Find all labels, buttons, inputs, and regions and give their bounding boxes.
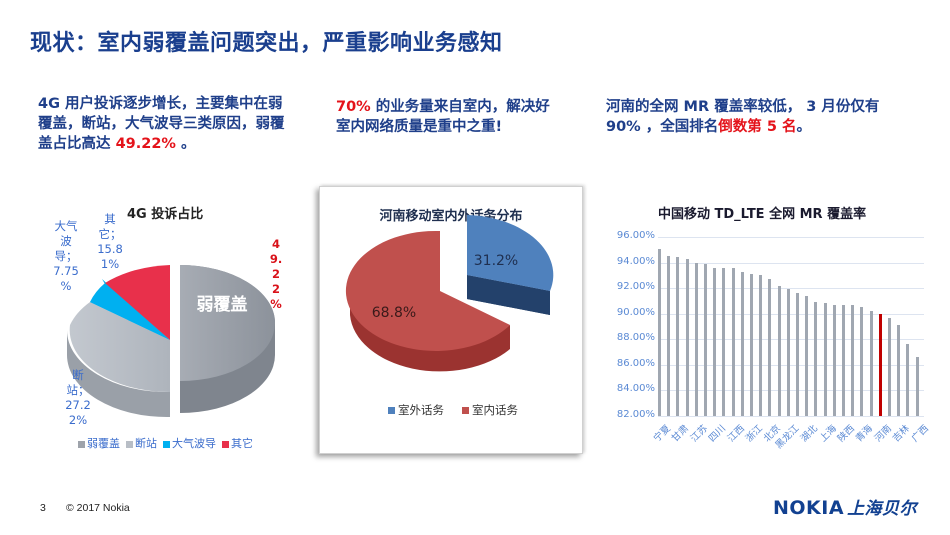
weak-percent-label: 4 9. 2 2 % — [269, 237, 283, 311]
bar — [731, 268, 735, 416]
legend-swatch — [388, 407, 395, 414]
y-tick-label: 84.00% — [616, 383, 655, 395]
bar — [759, 274, 763, 416]
legend-swatch — [462, 407, 469, 414]
traffic-pie-chart: 河南移动室内外话务分布 31.2% 68.8% 室外话务 室内话务 — [319, 186, 583, 454]
legend-item: 室内话务 — [462, 402, 518, 418]
outdoor-slice — [467, 215, 554, 291]
chart-title: 中国移动 TD_LTE 全网 MR 覆盖率 — [658, 207, 867, 222]
station-percent-label: 断 站； 27.2 2% — [65, 368, 91, 427]
gridline — [658, 313, 924, 315]
legend-item: 其它 — [222, 435, 253, 451]
other-slice — [105, 265, 170, 340]
bar — [777, 286, 781, 416]
note-mr-coverage: 河南的全网 MR 覆盖率较低， 3 月份仅有 90% ，全国排名倒数第 5 名。 — [606, 97, 906, 137]
copyright: © 2017 Nokia — [66, 502, 130, 514]
note-highlight: 70% — [336, 99, 371, 115]
gridline — [658, 364, 924, 366]
bar — [814, 302, 818, 416]
bar — [842, 305, 845, 416]
note-text: 4G 用户投诉逐步增长，主要集中在弱覆盖，断站，大气波导三类原因，弱覆盖占比高达 — [38, 96, 285, 152]
legend-swatch — [78, 440, 85, 448]
gridline — [658, 237, 924, 238]
mr-coverage-bar-chart: 中国移动 TD_LTE 全网 MR 覆盖率 96.00% 94.00% 92.00%… — [600, 195, 940, 460]
bar — [888, 318, 891, 416]
gridline — [658, 339, 924, 341]
bar — [869, 310, 873, 416]
pie-graphic: 弱覆盖 — [66, 265, 275, 418]
bar — [786, 288, 790, 416]
indoor-slice-side — [350, 291, 510, 372]
note-complaints: 4G 用户投诉逐步增长，主要集中在弱覆盖，断站，大气波导三类原因，弱覆盖占比高达… — [38, 94, 288, 154]
bar — [851, 305, 855, 416]
legend-swatch — [163, 440, 170, 448]
legend-item: 弱覆盖 — [78, 435, 120, 451]
bar — [667, 255, 671, 416]
y-tick-label: 96.00% — [616, 230, 655, 241]
y-tick-label: 82.00% — [616, 409, 655, 420]
bar — [750, 274, 753, 416]
note-highlight: 倒数第 5 名 — [718, 119, 797, 135]
note-text: 河南的全网 MR 覆盖率较低， 3 月份仅有 90% ，全国排名 — [606, 99, 880, 135]
x-tick-label: 广西 — [909, 423, 931, 445]
note-suffix: 。 — [796, 119, 811, 135]
gridline — [658, 416, 924, 417]
bar — [823, 302, 827, 416]
station-slice — [69, 302, 170, 393]
weak-inside-label: 弱覆盖 — [197, 294, 248, 315]
note-text: 的业务量来自室内，解决好室内网络质量是重中之重! — [336, 99, 550, 135]
outdoor-slice-side — [467, 275, 550, 315]
bar — [915, 356, 919, 416]
indoor-percent-label: 68.8% — [372, 305, 416, 321]
station-slice-side — [66, 330, 170, 418]
y-tick-label: 90.00% — [616, 306, 655, 318]
bar — [722, 267, 726, 416]
chart-legend: 室外话务 室内话务 — [388, 402, 518, 418]
bar — [704, 263, 707, 416]
complaint-pie-chart: 4G 投诉占比 弱覆盖 4 9. 2 2 % 大气 波 导； 7.75 % 其 … — [30, 195, 300, 460]
indoor-slice — [345, 230, 510, 351]
note-highlight: 49.22% — [115, 136, 176, 152]
bar — [832, 304, 836, 416]
bar — [860, 307, 864, 416]
chart-title: 4G 投诉占比 — [127, 207, 204, 222]
other-percent-label: 其 它； 15.8 1% — [97, 212, 123, 271]
note-indoor-traffic: 70% 的业务量来自室内，解决好室内网络质量是重中之重! — [336, 97, 556, 137]
slide-title: 现状：室内弱覆盖问题突出，严重影响业务感知 — [30, 31, 503, 56]
y-tick-label: 88.00% — [616, 332, 655, 344]
gridline — [658, 288, 924, 290]
bar — [906, 344, 910, 416]
ducting-percent-label: 大气 波 导； 7.75 % — [53, 219, 79, 293]
gridline — [658, 262, 924, 264]
legend-swatch — [222, 440, 229, 448]
outdoor-percent-label: 31.2% — [474, 253, 518, 269]
legend-swatch — [126, 440, 133, 448]
y-tick-label: 92.00% — [616, 281, 655, 293]
bar — [805, 296, 809, 416]
bar — [897, 324, 901, 416]
nokia-logo: NOKIA 上海贝尔 — [773, 497, 918, 519]
note-suffix: 。 — [175, 136, 196, 152]
bar-highlighted — [878, 313, 882, 416]
bar — [796, 292, 799, 416]
bar — [740, 271, 744, 416]
bar — [676, 257, 680, 416]
bar — [685, 259, 689, 416]
legend-item: 断站 — [126, 435, 157, 451]
bar — [694, 262, 698, 416]
bar — [768, 279, 772, 416]
gridline — [658, 390, 924, 392]
bar — [713, 267, 717, 416]
page-number: 3 — [40, 502, 46, 514]
y-tick-label: 86.00% — [616, 357, 655, 369]
pie-graphic: 31.2% 68.8% — [345, 215, 554, 372]
legend-item: 大气波导 — [163, 435, 216, 451]
legend-item: 室外话务 — [388, 402, 444, 418]
weak-slice — [180, 265, 275, 381]
chart-legend: 弱覆盖 断站 大气波导 其它 — [78, 435, 253, 451]
y-tick-label: 94.00% — [616, 255, 655, 267]
bar — [658, 248, 661, 416]
